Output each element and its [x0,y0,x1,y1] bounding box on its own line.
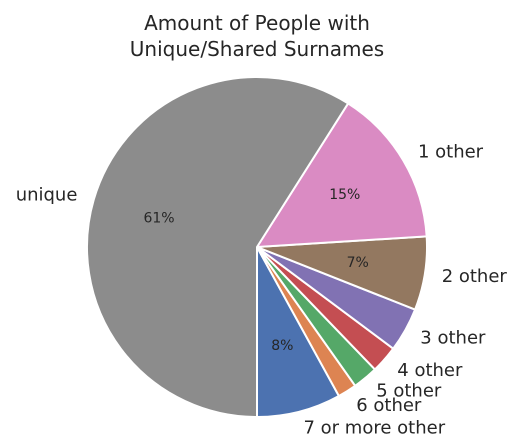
slice-label-7-or-more-other: 7 or more other [304,418,446,437]
pie-slice-1-other [256,102,428,248]
slice-label-4-other: 4 other [397,360,463,381]
slice-percent-unique: 61% [143,211,174,227]
slice-percent-1-other: 15% [329,187,360,203]
slice-percent-2-other: 7% [347,255,369,271]
slice-label-unique: unique [16,184,78,205]
slice-label-3-other: 3 other [420,328,486,349]
slice-label-6-other: 6 other [356,395,422,416]
slice-label-2-other: 2 other [442,266,508,287]
slice-label-5-other: 5 other [376,381,442,402]
chart-title-line-2: Unique/Shared Surnames [130,37,384,61]
pie-slice-unique [86,76,350,418]
pie-slices [86,76,428,418]
slice-percent-7-or-more-other: 8% [271,338,293,354]
chart-title-line-1: Amount of People with [144,11,370,35]
slice-label-1-other: 1 other [418,141,484,162]
